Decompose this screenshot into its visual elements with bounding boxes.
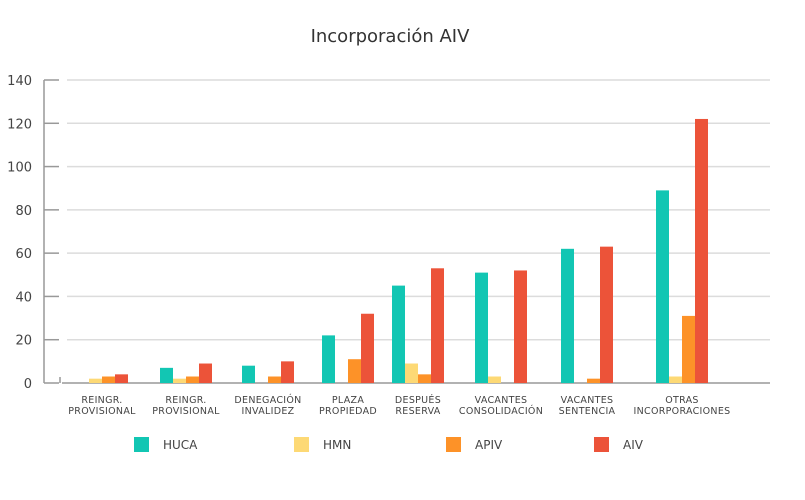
y-axis: 0 20 40 60 80 100 120 140	[7, 74, 770, 392]
x-tick-label: REINGR.	[81, 395, 122, 406]
legend-swatch-huca	[134, 437, 149, 452]
legend-swatch-hmn	[294, 437, 309, 452]
legend-label: HUCA	[163, 438, 198, 452]
y-tick-label: 40	[15, 290, 32, 305]
bar-apiv	[186, 376, 199, 383]
x-axis-labels: REINGR.PROVISIONALREINGR.PROVISIONALDENE…	[68, 394, 730, 417]
x-tick-label: DESPUÉS	[395, 394, 441, 406]
x-tick-label: VACANTES	[475, 395, 528, 406]
bar-hmn	[405, 363, 418, 383]
bar-aiv	[695, 118, 708, 383]
bar-apiv	[348, 359, 361, 383]
legend-swatch-apiv	[446, 437, 461, 452]
y-tick-label: 120	[7, 117, 32, 132]
bar-hmn	[89, 378, 102, 383]
legend-label: HMN	[323, 438, 351, 452]
x-tick-label: OTRAS	[665, 395, 699, 406]
x-tick-label: VACANTES	[561, 395, 614, 406]
x-tick-label: PROVISIONAL	[152, 406, 220, 417]
bars	[89, 118, 708, 383]
bar-aiv	[600, 246, 613, 383]
x-tick-label: DENEGACIÓN	[234, 394, 301, 406]
x-tick-label: REINGR.	[165, 395, 206, 406]
gridlines	[67, 79, 770, 341]
bar-aiv	[431, 268, 444, 383]
x-tick-label: SENTENCIA	[559, 406, 616, 417]
legend-swatch-aiv	[594, 437, 609, 452]
legend: HUCA HMN APIV AIV	[134, 437, 644, 452]
bar-huca	[656, 190, 669, 383]
bar-apiv	[682, 315, 695, 383]
x-tick-label: PROPIEDAD	[319, 406, 377, 417]
bar-huca	[475, 272, 488, 383]
x-tick-label: CONSOLIDACIÓN	[459, 405, 543, 417]
bar-hmn	[669, 376, 682, 383]
x-tick-label: INVALIDEZ	[242, 406, 295, 417]
x-tick-label: PROVISIONAL	[68, 406, 136, 417]
y-tick-label: 0	[24, 377, 32, 392]
bar-huca	[322, 335, 335, 383]
bar-huca	[561, 248, 574, 383]
bar-apiv	[268, 376, 281, 383]
bar-aiv	[514, 270, 527, 383]
x-tick-label: INCORPORACIONES	[634, 406, 731, 417]
legend-label: AIV	[623, 438, 644, 452]
bar-apiv	[102, 376, 115, 383]
bar-aiv	[199, 363, 212, 383]
bar-aiv	[361, 313, 374, 383]
bar-huca	[242, 365, 255, 383]
y-tick-label: 80	[15, 204, 32, 219]
y-tick-label: 100	[7, 161, 32, 176]
bar-huca	[392, 285, 405, 383]
chart-title: Incorporación AIV	[311, 26, 471, 47]
x-tick-label: PLAZA	[332, 395, 364, 406]
bar-hmn	[173, 378, 186, 383]
bar-apiv	[418, 374, 431, 383]
bar-apiv	[587, 378, 600, 383]
bar-huca	[160, 367, 173, 383]
y-tick-label: 60	[15, 247, 32, 262]
y-tick-label: 140	[7, 74, 32, 89]
bar-hmn	[488, 376, 501, 383]
bar-aiv	[281, 361, 294, 383]
bar-aiv	[115, 374, 128, 383]
x-tick-label: RESERVA	[395, 406, 440, 417]
y-tick-label: 20	[15, 334, 32, 349]
legend-label: APIV	[475, 438, 503, 452]
